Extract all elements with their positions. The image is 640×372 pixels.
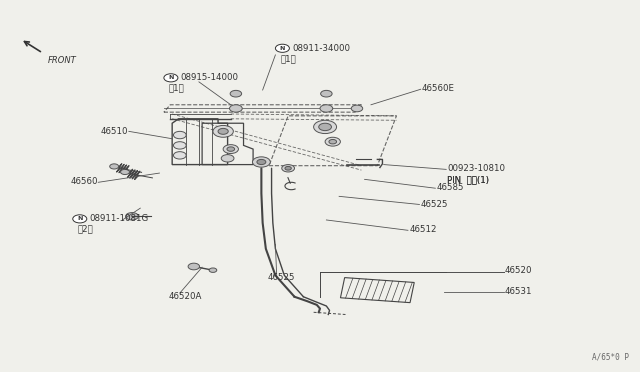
Text: 46520A: 46520A	[168, 292, 202, 301]
Circle shape	[227, 147, 235, 151]
Text: N: N	[77, 217, 83, 221]
Text: 46525: 46525	[420, 200, 448, 209]
Circle shape	[173, 131, 186, 139]
Circle shape	[188, 263, 200, 270]
Text: 46520: 46520	[505, 266, 532, 275]
Circle shape	[164, 74, 178, 82]
Circle shape	[230, 105, 243, 112]
Circle shape	[209, 268, 217, 272]
Text: 00923-10810: 00923-10810	[447, 164, 506, 173]
Circle shape	[221, 155, 234, 162]
Text: N: N	[280, 46, 285, 51]
Text: 46512: 46512	[409, 225, 436, 234]
Circle shape	[329, 140, 337, 144]
Circle shape	[257, 160, 266, 164]
Text: （1）: （1）	[280, 54, 296, 63]
Circle shape	[325, 137, 340, 146]
Circle shape	[173, 152, 186, 159]
Text: （1）: （1）	[169, 84, 185, 93]
Circle shape	[125, 212, 138, 220]
Circle shape	[230, 90, 242, 97]
Text: 46525: 46525	[268, 273, 295, 282]
Circle shape	[252, 157, 270, 167]
Text: （2）: （2）	[78, 225, 93, 234]
Circle shape	[321, 90, 332, 97]
Text: 08911-1081G: 08911-1081G	[90, 214, 149, 223]
Text: 46585: 46585	[436, 183, 464, 192]
Circle shape	[319, 123, 332, 131]
Circle shape	[120, 169, 129, 174]
Text: 46510: 46510	[100, 127, 127, 136]
Circle shape	[109, 164, 118, 169]
Text: 46560E: 46560E	[422, 84, 455, 93]
Text: 46560: 46560	[70, 177, 98, 186]
Circle shape	[351, 105, 363, 112]
Text: 08915-14000: 08915-14000	[180, 73, 239, 82]
Text: 08911-34000: 08911-34000	[292, 44, 350, 53]
Circle shape	[320, 105, 333, 112]
Circle shape	[73, 215, 87, 223]
Circle shape	[173, 142, 186, 149]
Text: PIN  ピン(1): PIN ピン(1)	[447, 175, 490, 184]
Text: FRONT: FRONT	[48, 56, 77, 65]
Text: PIN  ピン(1): PIN ピン(1)	[447, 175, 490, 184]
Text: A/65*0 P: A/65*0 P	[592, 352, 629, 361]
Circle shape	[218, 128, 228, 134]
Text: N: N	[168, 75, 173, 80]
Circle shape	[314, 120, 337, 134]
Circle shape	[275, 44, 289, 52]
Circle shape	[223, 145, 239, 154]
Circle shape	[282, 164, 294, 172]
Text: 46531: 46531	[505, 287, 532, 296]
Circle shape	[285, 166, 291, 170]
Circle shape	[213, 125, 234, 137]
